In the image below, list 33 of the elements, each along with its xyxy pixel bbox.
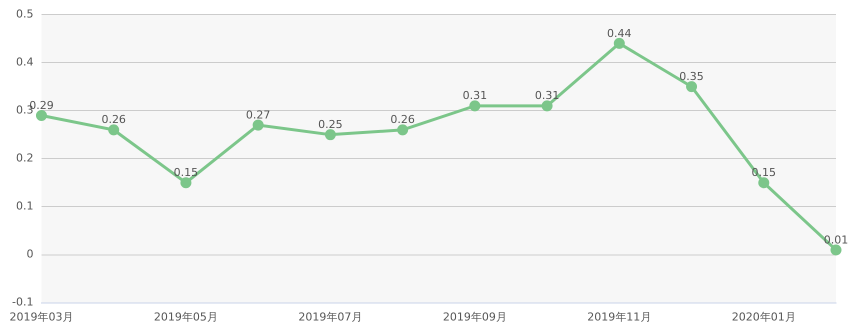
data-label: 0.35 xyxy=(679,70,704,84)
data-label: 0.26 xyxy=(390,113,415,126)
data-label: 0.27 xyxy=(246,108,270,122)
y-tick-label: 0.4 xyxy=(16,55,34,68)
point xyxy=(614,38,625,49)
point xyxy=(324,129,336,140)
point xyxy=(758,177,770,188)
y-tick-label: -0.1 xyxy=(12,296,34,309)
x-tick-label: 2019年07月 xyxy=(298,310,362,324)
data-label: 0.26 xyxy=(101,113,126,126)
x-tick-label: 2019年11月 xyxy=(587,310,652,324)
point xyxy=(108,124,120,136)
point xyxy=(36,110,47,121)
y-tick-label: 0.5 xyxy=(16,7,34,20)
data-label: 0.44 xyxy=(607,26,632,40)
point xyxy=(252,120,264,131)
point xyxy=(686,81,698,92)
point xyxy=(830,244,842,256)
data-label: 0.31 xyxy=(462,89,488,102)
point xyxy=(542,100,553,112)
y-tick-label: 0.1 xyxy=(16,200,34,213)
x-tick-label: 2019年03月 xyxy=(9,310,74,324)
point xyxy=(180,177,192,188)
point xyxy=(397,124,408,136)
x-tick-label: 2019年09月 xyxy=(442,310,507,324)
data-label: 0.15 xyxy=(174,166,198,180)
x-tick-label: 2020年01月 xyxy=(732,310,796,324)
point xyxy=(469,100,480,112)
data-label: 0.31 xyxy=(534,89,560,102)
y-tick-label: 0.2 xyxy=(16,152,34,165)
x-tick-label: 2019年05月 xyxy=(154,310,218,324)
data-label: 0.25 xyxy=(318,118,343,132)
y-tick-label: 0 xyxy=(26,248,34,261)
